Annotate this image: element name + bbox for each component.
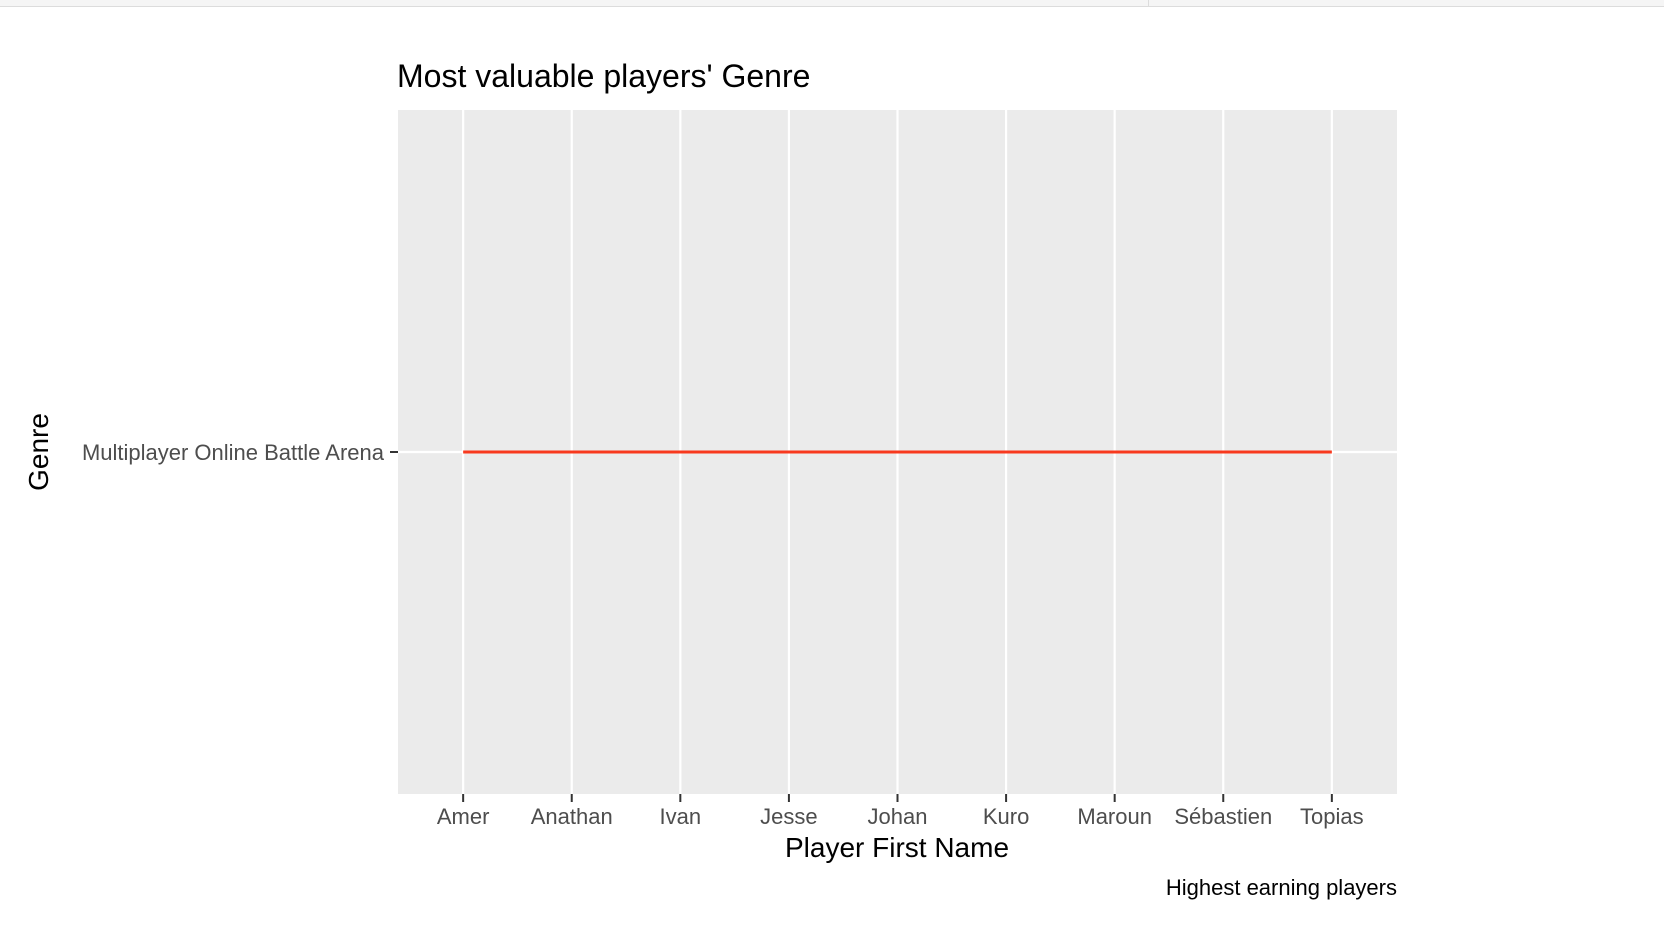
x-tick-label: Amer xyxy=(437,804,490,829)
window-top-divider xyxy=(1148,0,1149,6)
y-axis: Multiplayer Online Battle Arena xyxy=(82,440,398,465)
x-tick-label: Topias xyxy=(1300,804,1364,829)
y-axis-title: Genre xyxy=(23,413,54,491)
chart-title: Most valuable players' Genre xyxy=(397,58,810,94)
y-tick-label: Multiplayer Online Battle Arena xyxy=(82,440,385,465)
window-top-strip xyxy=(0,0,1664,7)
x-axis-title: Player First Name xyxy=(785,832,1009,863)
x-tick-label: Johan xyxy=(868,804,928,829)
x-tick-label: Maroun xyxy=(1077,804,1152,829)
chart-caption: Highest earning players xyxy=(1166,875,1397,900)
x-tick-label: Kuro xyxy=(983,804,1029,829)
x-tick-label: Anathan xyxy=(531,804,613,829)
x-tick-label: Jesse xyxy=(760,804,817,829)
x-tick-label: Sébastien xyxy=(1174,804,1272,829)
x-axis: Amer Anathan Ivan Jesse Johan Kuro Maroun Sébas… xyxy=(437,794,1364,829)
x-tick-label: Ivan xyxy=(660,804,702,829)
